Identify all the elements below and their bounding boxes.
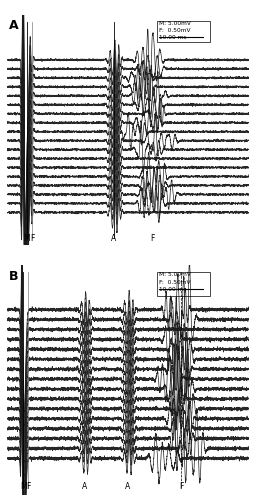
Text: F:  0.50mV: F: 0.50mV <box>159 280 191 285</box>
Text: F: F <box>150 234 154 244</box>
Text: M: 5.00mV: M: 5.00mV <box>159 20 191 25</box>
Bar <box>157 272 210 295</box>
Text: F:  0.50mV: F: 0.50mV <box>159 28 191 33</box>
Text: A: A <box>82 482 87 491</box>
Bar <box>157 20 210 42</box>
Text: F: F <box>179 482 183 491</box>
Text: 10.00 ms: 10.00 ms <box>159 34 187 40</box>
Text: A: A <box>125 482 131 491</box>
Text: B: B <box>9 270 18 283</box>
Text: F: F <box>31 234 35 244</box>
Text: M: M <box>24 234 30 244</box>
Text: A: A <box>111 234 116 244</box>
Text: 10.00 ms: 10.00 ms <box>159 288 187 292</box>
Text: A: A <box>9 19 18 32</box>
Text: M: M <box>20 482 27 491</box>
Text: M: 5.00mV: M: 5.00mV <box>159 272 191 277</box>
Text: F: F <box>26 482 30 491</box>
